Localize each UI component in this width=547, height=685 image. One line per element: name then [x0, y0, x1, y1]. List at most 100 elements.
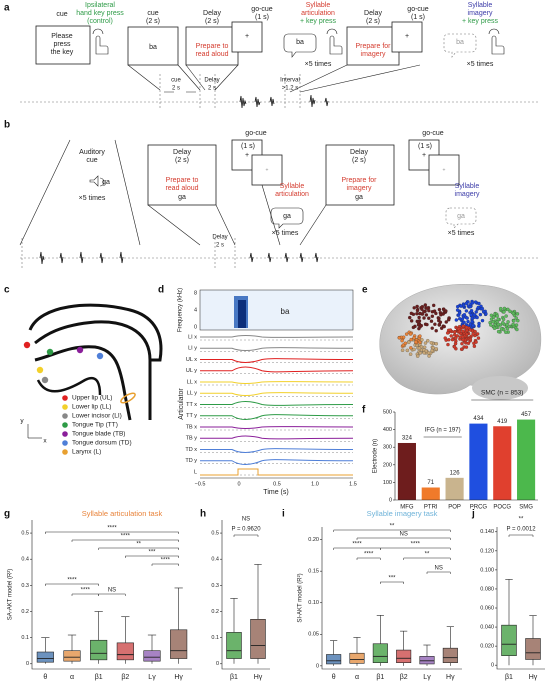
bracket: [71, 593, 99, 596]
annotation: ****: [364, 552, 374, 558]
annotation: **: [519, 517, 524, 523]
label: imagery: [455, 191, 480, 198]
electrode: [480, 318, 485, 323]
label: Prepare for: [355, 43, 391, 50]
electrode: [430, 314, 435, 318]
x-tick-label: Hγ: [254, 674, 263, 681]
label: Please: [51, 33, 73, 40]
bar: [517, 419, 536, 500]
electrode: [427, 308, 431, 313]
electrode: [504, 314, 508, 318]
electrode: [470, 316, 474, 321]
annotation: IFG (n = 197): [425, 428, 461, 434]
box: [349, 652, 365, 664]
label: ×5 times: [79, 195, 106, 202]
bracket: [45, 531, 179, 534]
label: (2 s): [352, 157, 366, 164]
electrode: [512, 319, 516, 323]
label: a: [4, 3, 10, 14]
x-tick-label: θ: [43, 674, 47, 681]
y-tick-label: 0.040: [480, 625, 494, 631]
label: (2 s): [205, 18, 219, 25]
trace: [200, 459, 354, 465]
label: hand key press: [76, 10, 124, 17]
label: TB x: [186, 424, 198, 430]
legend-dot: [62, 413, 68, 419]
label: L: [194, 469, 197, 475]
label: Interval: [280, 78, 300, 84]
label: ×5 times: [272, 230, 299, 237]
y-tick-label: 0.3: [211, 583, 219, 589]
electrode: [514, 316, 518, 320]
trace: [200, 401, 354, 406]
electrode: [408, 352, 413, 356]
label: TB y: [186, 436, 198, 442]
bar: [397, 442, 416, 500]
label: cue: [86, 157, 97, 164]
label: g: [4, 509, 10, 520]
electrode: [411, 325, 416, 330]
bracket: [333, 547, 381, 550]
electrode: [511, 311, 516, 316]
y-tick-label: 500: [383, 409, 392, 415]
electrode: [505, 326, 510, 331]
y-tick-label: 0.4: [211, 557, 219, 563]
electrode: [434, 342, 438, 346]
trace: [200, 358, 354, 363]
legend-dot: [62, 440, 68, 446]
electrode: [400, 348, 405, 352]
bracket: [356, 537, 451, 540]
legend-dot: [62, 395, 68, 401]
label: ×5 times: [467, 61, 494, 68]
annotation: SMC (n = 853): [481, 390, 523, 397]
box: [63, 650, 81, 662]
trace: [200, 448, 354, 453]
label: ga: [178, 194, 186, 201]
label: b: [4, 120, 10, 131]
electrode: [409, 319, 414, 323]
box: [170, 629, 188, 659]
chart-title: Syllable imagery task: [367, 509, 438, 518]
electrode: [417, 346, 422, 350]
label: Tongue blade (TB): [72, 431, 125, 438]
legend-dot: [62, 422, 68, 428]
label: +: [443, 167, 446, 173]
electrode: [456, 304, 460, 309]
y-tick-label: 0.2: [21, 609, 29, 615]
value-label: 126: [450, 470, 461, 476]
electrode: [439, 326, 444, 330]
label: +: [266, 167, 269, 173]
electrode: [452, 345, 457, 349]
label: Tongue dorsum (TD): [72, 440, 132, 447]
electrode: [452, 330, 457, 334]
electrode: [422, 345, 427, 349]
electrode: [478, 312, 483, 317]
label: cue: [147, 10, 158, 17]
electrode: [489, 313, 494, 318]
electrode: [449, 334, 453, 338]
label: ba: [296, 39, 304, 46]
y-axis-label: Electrode (n): [373, 439, 379, 473]
electrode: [515, 327, 519, 332]
label: Delay: [364, 10, 382, 17]
label: y: [20, 418, 24, 425]
label: Lower incisor (LI): [72, 413, 122, 420]
electrode: [454, 318, 459, 322]
label: ga: [355, 194, 363, 201]
electrode: [506, 307, 510, 312]
value-label: 434: [473, 416, 484, 422]
electrode: [491, 315, 496, 319]
x-tick-label: PRCG: [470, 505, 488, 511]
label: 2 s: [172, 86, 180, 92]
electrode: [454, 336, 458, 340]
label: Delay: [173, 149, 191, 156]
electrode: [437, 322, 442, 327]
electrode: [397, 336, 402, 340]
label: j: [471, 509, 475, 520]
y-axis-label: SI-AKT model (R²): [298, 573, 304, 622]
label: Syllable: [468, 2, 493, 9]
label: + key press: [300, 18, 336, 25]
electrode: [465, 316, 469, 320]
label: Lower lip (LL): [72, 404, 111, 411]
label: ×5 times: [305, 61, 332, 68]
